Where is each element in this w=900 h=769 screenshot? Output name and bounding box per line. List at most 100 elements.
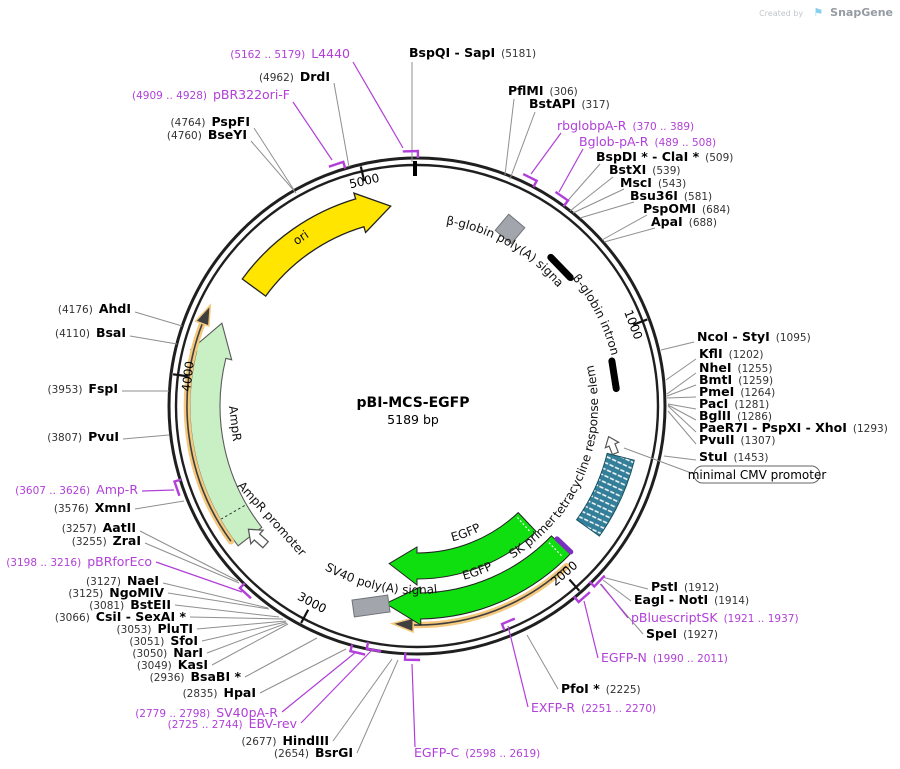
primer-label-Bglob-pA-R[interactable]: Bglob-pA-R (489 .. 508) [579,134,716,149]
enzyme-label-NgoMIV[interactable]: (3125) NgoMIV [68,585,164,600]
enzyme-label-NaeI[interactable]: (3127) NaeI [86,573,159,588]
enzyme-label-BspDI-ClaI[interactable]: BspDI * - ClaI * (509) [596,149,733,164]
callout-line-PluTI [196,620,287,630]
feature-label-text: β-globin intron [570,271,623,357]
primer-label-EGFP-N[interactable]: EGFP-N (1990 .. 2011) [601,650,728,665]
enzyme-label-DrdI[interactable]: (4962) DrdI [259,69,330,84]
feature-min-cmv-arrow[interactable] [602,434,622,456]
primer-site-bracket-Amp-R [172,478,182,497]
callout-line-NaeI [162,582,269,609]
enzyme-label-NarI[interactable]: (3050) NarI [132,645,203,660]
callout-line-PstI [601,576,649,590]
snapgene-flag-icon: ⚑ [813,6,823,19]
primer-line-EXFP-R [507,625,529,708]
enzyme-label-ApaI[interactable]: ApaI (688) [651,214,717,229]
enzyme-label-FspI[interactable]: (3953) FspI [48,381,119,396]
enzyme-label-BstXI[interactable]: BstXI (539) [609,162,680,177]
primer-label-Amp-R[interactable]: (3607 .. 3626) Amp-R [15,482,138,497]
primer-label-SV40pA-R[interactable]: (2779 .. 2798) SV40pA-R [135,705,278,720]
enzyme-label-ZraI[interactable]: (3255) ZraI [72,533,141,548]
mincmv-text: minimal CMV promoter [688,468,827,482]
callout-line-EagI-NotI [602,579,632,602]
enzyme-label-BsaI[interactable]: (4110) BsaI [55,325,126,340]
enzyme-label-BstAPI[interactable]: BstAPI (317) [529,96,610,111]
enzyme-label-BsaBI[interactable]: (2936) BsaBI * [150,669,242,684]
primer-label-rbglobpA-R[interactable]: rbglobpA-R (370 .. 389) [557,118,694,133]
position-label: 1000 [621,308,645,342]
feature-egfp-inner[interactable] [388,511,537,587]
enzyme-label-HpaI[interactable]: (2835) HpaI [183,685,256,700]
enzyme-label-PvuII[interactable]: PvuII (1307) [699,432,775,447]
feature-label-bglobin-intron[interactable]: β-globin intron [570,271,623,357]
callout-line-PspOMI [601,214,648,241]
feature-ori[interactable] [241,192,392,298]
callout-line-PvuI [122,434,170,440]
primer-label-EGFP-C[interactable]: EGFP-C (2598 .. 2619) [414,745,540,760]
primer-site-bracket-pBluescriptSK [588,574,606,589]
enzyme-label-BglII[interactable]: BglII (1286) [699,408,772,423]
enzyme-label-PmeI[interactable]: PmeI (1264) [699,384,775,399]
enzyme-label-BstEII[interactable]: (3081) BstEII [89,597,171,612]
primer-label-pBluescriptSK[interactable]: pBluescriptSK (1921 .. 1937) [631,610,799,625]
callout-line-NheI [666,372,697,395]
enzyme-label-NheI[interactable]: NheI (1255) [699,360,772,375]
enzyme-label-PstI[interactable]: PstI (1912) [651,579,719,594]
enzyme-label-AhdI[interactable]: (4176) AhdI [58,301,131,316]
enzyme-label-BmtI[interactable]: BmtI (1259) [699,372,773,387]
enzyme-label-SpeI[interactable]: SpeI (1927) [646,626,718,641]
callout-line-StuI [663,455,697,461]
enzyme-label-PflMI[interactable]: PflMI (306) [508,83,578,98]
enzyme-label-CsiI-SexAI[interactable]: (3066) CsiI - SexAI * [55,609,187,624]
primer-site-bracket-L4440 [402,149,420,158]
feature-sk-primer-marker[interactable] [554,536,574,555]
enzyme-label-EagI-NotI[interactable]: EagI - NotI (1914) [634,592,749,607]
enzyme-label-KflI[interactable]: KflI (1202) [699,346,764,361]
position-label: 3000 [295,589,329,616]
enzyme-label-BsrGI[interactable]: (2654) BsrGI [274,745,353,760]
callout-line-NcoI-StyI [660,341,695,351]
callout-line-BsrGI [356,659,399,754]
primer-label-L4440[interactable]: (5162 .. 5179) L4440 [230,46,350,61]
callout-line-PspFI [253,127,295,191]
orf-arc-core [186,323,232,542]
enzyme-label-PluTI[interactable]: (3053) PluTI [117,621,193,636]
primer-site-bracket-EGFP-N [573,591,591,604]
enzyme-label-PvuI[interactable]: (3807) PvuI [47,429,119,444]
ampr-signal-boundary [221,505,245,520]
feature-label-ampr[interactable]: AmpR [226,405,244,442]
enzyme-label-SfoI[interactable]: (3051) SfoI [129,633,198,648]
primer-label-EXFP-R[interactable]: EXFP-R (2251 .. 2270) [531,700,656,715]
callout-line-AhdI [134,311,183,327]
callout-line-SfoI [201,621,287,642]
enzyme-label-Bsu36I[interactable]: Bsu36I (581) [630,188,712,203]
enzyme-label-PfoI[interactable]: PfoI * (2225) [561,681,641,696]
feature-tre[interactable] [575,452,635,537]
enzyme-label-NcoI-StyI[interactable]: NcoI - StyI (1095) [697,329,811,344]
callout-line-BmtI [666,384,697,397]
enzyme-label-BseYI[interactable]: (4760) BseYI [167,127,247,142]
minimal-cmv-promoter-label[interactable]: minimal CMV promoter [623,447,827,484]
enzyme-label-MscI[interactable]: MscI (543) [620,175,686,190]
enzyme-label-PaeR7I-PspXI-XhoI[interactable]: PaeR7I - PspXI - XhoI (1293) [699,420,888,435]
position-tick [300,609,310,624]
feature-bglobin-polya-box[interactable] [494,213,526,245]
feature-ampr-promoter-arrow[interactable] [242,522,271,551]
callout-line-HpaI [259,648,347,694]
primer-label-EBV-rev[interactable]: (2725 .. 2744) EBV-rev [168,716,298,731]
callout-line-BglII [667,404,697,421]
enzyme-label-StuI[interactable]: StuI (1453) [699,449,768,464]
primer-line-EBV-rev [300,649,373,724]
enzyme-label-XmnI[interactable]: (3576) XmnI [54,500,131,515]
feature-sv40-polya-box[interactable] [351,594,391,618]
enzyme-label-BspQI-SapI[interactable]: BspQI - SapI (5181) [409,45,536,60]
enzyme-label-HindIII[interactable]: (2677) HindIII [242,733,329,748]
primer-site-bracket-SV40pA-R [348,644,366,656]
enzyme-label-KasI[interactable]: (3049) KasI [137,657,208,672]
enzyme-label-AatII[interactable]: (3257) AatII [62,520,136,535]
primer-label-pBR322ori-F[interactable]: (4909 .. 4928) pBR322ori-F [132,87,290,102]
enzyme-label-PacI[interactable]: PacI (1281) [699,396,769,411]
enzyme-label-PspFI[interactable]: (4764) PspFI [171,114,250,129]
primer-label-pBRforEco[interactable]: (3198 .. 3216) pBRforEco [6,554,152,569]
enzyme-label-PspOMI[interactable]: PspOMI (684) [643,201,730,216]
callout-line-BseYI [250,140,297,194]
